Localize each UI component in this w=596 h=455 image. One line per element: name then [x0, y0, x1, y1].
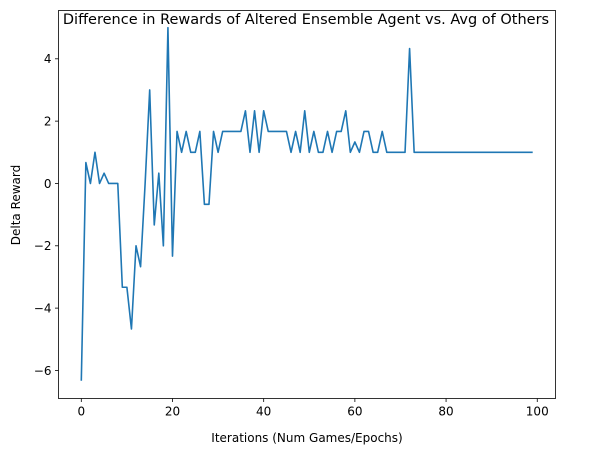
- y-axis-label: Delta Reward: [9, 165, 23, 246]
- series-line-delta_reward: [80, 26, 533, 381]
- y-tick-label: −6: [34, 364, 52, 378]
- y-tick-label: −2: [34, 239, 52, 253]
- y-axis: −6 −4 −2 0 2 4: [34, 52, 59, 378]
- y-tick-label: 4: [44, 52, 52, 66]
- chart-title: Difference in Rewards of Altered Ensembl…: [63, 12, 549, 28]
- x-tick-label: 60: [347, 405, 362, 419]
- x-tick-label: 100: [526, 405, 549, 419]
- x-tick-label: 80: [438, 405, 453, 419]
- x-tick-label: 20: [165, 405, 180, 419]
- y-tick-label: 2: [44, 114, 52, 128]
- y-tick-label: 0: [44, 177, 52, 191]
- x-tick-label: 40: [256, 405, 271, 419]
- x-axis-label: Iterations (Num Games/Epochs): [211, 431, 402, 445]
- x-axis: 0 20 40 60 80 100: [77, 398, 549, 419]
- axes-frame: [58, 10, 556, 399]
- plot-area: [80, 26, 533, 381]
- x-tick-label: 0: [77, 405, 85, 419]
- y-tick-label: −4: [34, 301, 52, 315]
